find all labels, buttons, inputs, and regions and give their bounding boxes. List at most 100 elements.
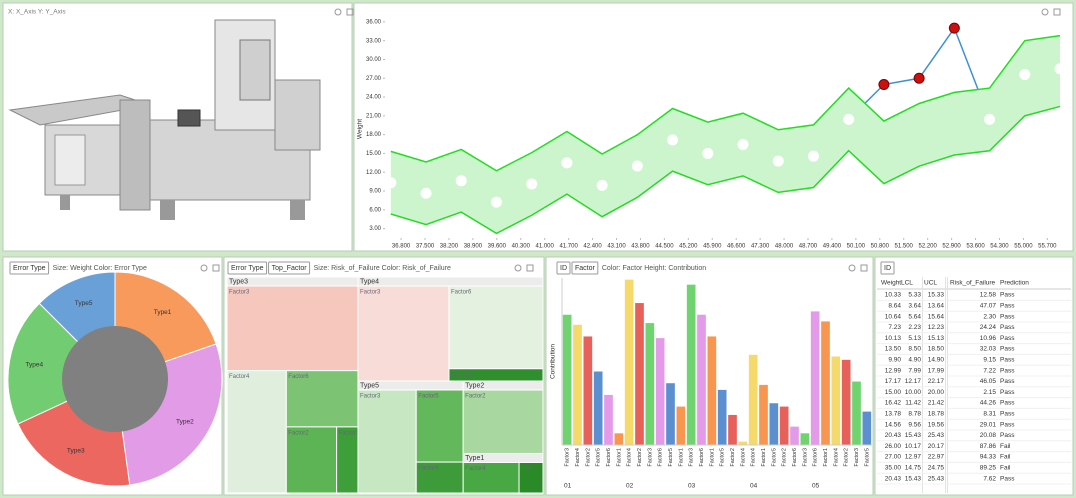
- weight-point: [702, 148, 713, 159]
- y-tick-label: 36.00: [366, 19, 382, 25]
- table-cell: Pass: [1000, 324, 1015, 331]
- x-tick-label: 47.300: [751, 244, 770, 250]
- table-cell: 27.00: [885, 454, 902, 461]
- y-tick-label: 18.00: [366, 132, 382, 138]
- x-tick-label: Factor5: [720, 448, 726, 467]
- axes-label: X: X_Axis Y: Y_Axis: [8, 9, 66, 16]
- table-cell: 10.17: [905, 443, 922, 450]
- table-cell: Pass: [1000, 475, 1015, 482]
- x-tick-label: 44.500: [655, 244, 674, 250]
- x-tick-label: Factor4: [833, 448, 839, 467]
- header-field: ID: [560, 265, 567, 272]
- table-cell: 3.64: [908, 303, 921, 310]
- table-cell: 25.43: [928, 475, 945, 482]
- x-tick-label: 46.600: [727, 244, 746, 250]
- table-cell: 26.00: [885, 443, 902, 450]
- table-cell: 2.30: [983, 313, 996, 320]
- table-cell: Pass: [1000, 400, 1015, 407]
- x-tick-label: 52.900: [942, 244, 961, 250]
- table-cell: 20.17: [928, 443, 945, 450]
- table-cell: 32.03: [980, 346, 997, 353]
- y-tick-label: 30.00: [366, 57, 382, 63]
- table-cell: 46.05: [980, 378, 997, 385]
- y-axis-label: Weight: [357, 119, 364, 139]
- x-tick-label: Factor2: [782, 448, 788, 467]
- x-tick-label: 45.200: [679, 244, 698, 250]
- bar: [583, 336, 592, 445]
- table-cell: Fail: [1000, 454, 1011, 461]
- x-tick-label: Factor4: [740, 448, 746, 467]
- page: X: X_Axis Y: Y_Axis Weight3.006.009.0012…: [0, 0, 1076, 498]
- weight-point: [914, 73, 924, 83]
- donut-hole: [62, 326, 168, 432]
- table-cell: 8.50: [908, 346, 921, 353]
- bar: [842, 360, 851, 445]
- table-cell: Pass: [1000, 357, 1015, 364]
- table-cell: 25.43: [928, 432, 945, 439]
- weight-point: [526, 178, 537, 189]
- weight-point: [632, 161, 643, 172]
- x-tick-label: 49.400: [823, 244, 842, 250]
- table-cell: 4.90: [908, 357, 921, 364]
- x-tick-label: 52.200: [918, 244, 937, 250]
- table-cell: 8.31: [983, 411, 996, 418]
- table-cell: 18.50: [928, 346, 945, 353]
- bar: [728, 415, 737, 445]
- bar: [800, 433, 809, 445]
- x-tick-label: 41.700: [559, 244, 578, 250]
- table-cell: 5.64: [908, 313, 921, 320]
- table-cell: 13.78: [885, 411, 902, 418]
- leaf-label: Factor3: [360, 394, 381, 400]
- treemap-leaf: [337, 427, 358, 493]
- x-tick-label: Factor2: [844, 448, 850, 467]
- y-axis-label: Contribution: [550, 344, 557, 379]
- header-field: Error Type: [231, 265, 264, 272]
- group-label: 01: [564, 483, 572, 490]
- x-tick-label: Factor2: [637, 448, 643, 467]
- table-cell: 20.00: [928, 389, 945, 396]
- leaf-label: Factor2: [288, 430, 309, 436]
- table-cell: 5.13: [908, 335, 921, 342]
- x-tick-label: Factor4: [751, 448, 757, 467]
- table-cell: 12.23: [928, 324, 945, 331]
- x-tick-label: 40.300: [512, 244, 531, 250]
- y-tick-label: 33.00: [366, 38, 382, 44]
- table-cell: 18.78: [928, 411, 945, 418]
- weight-point: [1055, 63, 1066, 74]
- slice-label: Type4: [25, 361, 43, 368]
- table-cell: 14.90: [928, 357, 945, 364]
- header-field: Top_Factor: [272, 265, 308, 272]
- x-tick-label: Factor1: [678, 448, 684, 467]
- bar: [645, 323, 654, 445]
- column-header: Weight: [881, 280, 901, 287]
- weight-point: [879, 80, 889, 90]
- weight-point: [808, 151, 819, 162]
- x-tick-label: Factor5: [668, 448, 674, 467]
- table-cell: Fail: [1000, 465, 1011, 472]
- x-tick-label: Factor1: [823, 448, 829, 467]
- table-cell: 5.33: [908, 292, 921, 299]
- weight-point: [843, 114, 854, 125]
- bar: [614, 433, 623, 445]
- x-tick-label: Factor5: [596, 448, 602, 467]
- group-label: Type5: [360, 382, 379, 389]
- y-tick-label: 6.00: [369, 207, 381, 213]
- x-tick-label: Factor2: [585, 448, 591, 467]
- table-cell: 8.64: [888, 303, 901, 310]
- table-cell: 35.00: [885, 465, 902, 472]
- x-tick-label: 38.900: [464, 244, 483, 250]
- x-tick-label: 54.300: [990, 244, 1009, 250]
- table-cell: 20.43: [885, 432, 902, 439]
- table-cell: Fail: [1000, 443, 1011, 450]
- slice-label: Type1: [154, 309, 172, 316]
- treemap-leaf: [416, 390, 463, 462]
- x-tick-label: 36.800: [392, 244, 411, 250]
- x-tick-label: Factor6: [658, 448, 664, 467]
- table-cell: 7.62: [983, 475, 996, 482]
- table-cell: 16.42: [885, 400, 902, 407]
- x-tick-label: 37.500: [416, 244, 435, 250]
- x-tick-label: Factor1: [709, 448, 715, 467]
- group-label: Type1: [465, 455, 484, 462]
- table-cell: 21.42: [928, 400, 945, 407]
- x-tick-label: Factor3: [565, 448, 571, 467]
